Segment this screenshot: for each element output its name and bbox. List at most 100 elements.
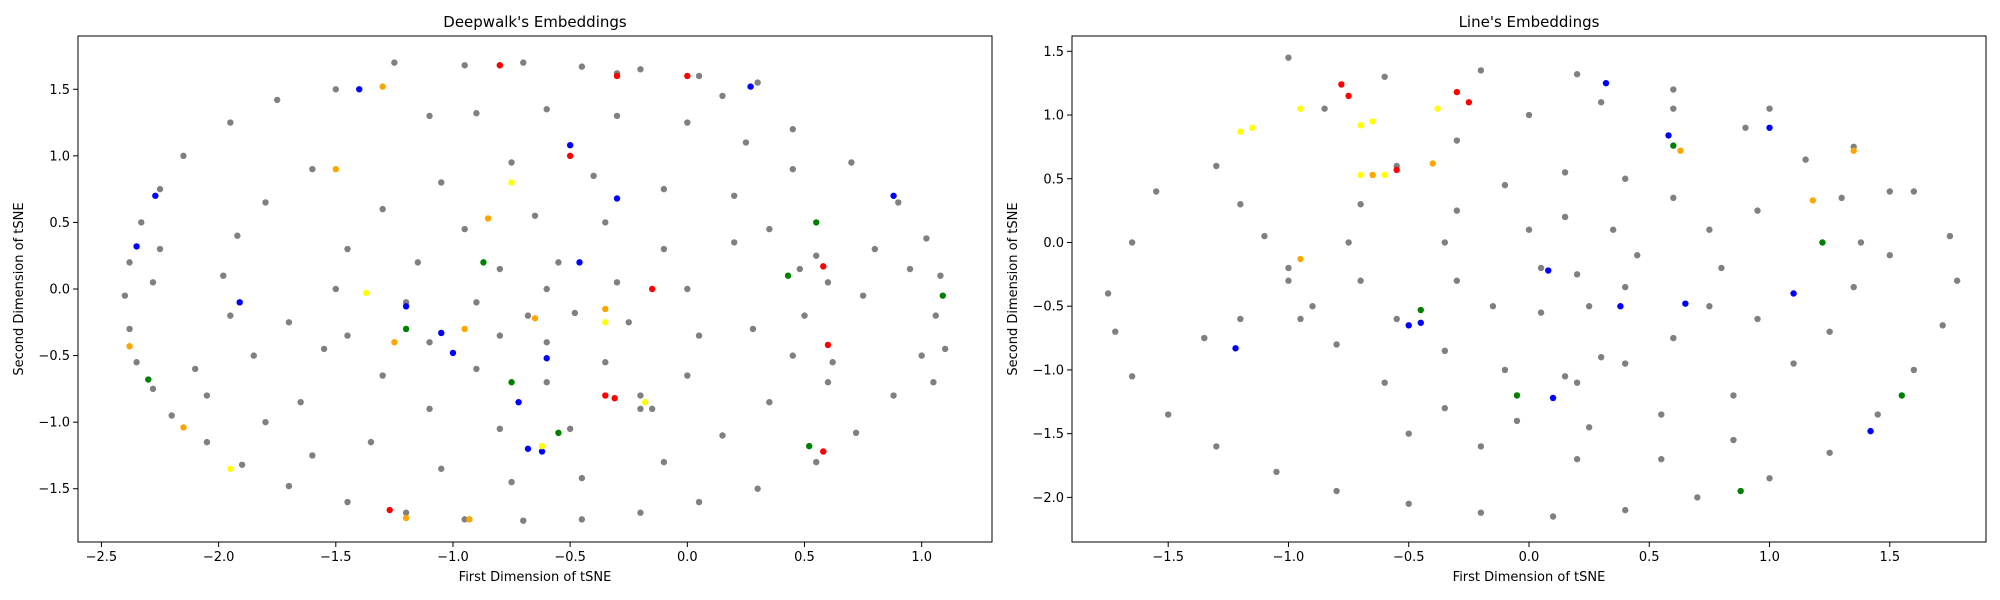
x-axis-label: First Dimension of tSNE <box>459 570 612 585</box>
data-point-gray <box>543 379 550 386</box>
data-point-gray <box>1790 360 1797 367</box>
data-point-red <box>613 72 621 80</box>
data-point-gray <box>1525 111 1533 119</box>
x-axis-label: First Dimension of tSNE <box>1453 570 1606 585</box>
data-point-blue <box>1665 132 1672 139</box>
data-point-gray <box>1128 239 1136 246</box>
y-tick-label: 0.5 <box>49 216 70 231</box>
data-point-yellow <box>1297 105 1304 112</box>
data-point-gray <box>1128 373 1136 380</box>
data-point-gray <box>625 319 632 326</box>
data-point-gray <box>1273 468 1280 476</box>
data-point-gray <box>379 372 386 379</box>
data-point-gray <box>156 185 164 193</box>
data-point-gray <box>1622 175 1629 182</box>
data-point-gray <box>344 332 351 339</box>
data-point-gray <box>890 392 897 399</box>
data-point-gray <box>1381 379 1388 386</box>
y-axis-label: Second Dimension of tSNE <box>12 202 27 375</box>
data-point-gray <box>1573 71 1581 78</box>
data-point-gray <box>906 265 914 273</box>
data-point-gray <box>367 438 375 446</box>
data-point-gray <box>203 392 211 399</box>
data-point-gray <box>1730 392 1737 399</box>
x-tick-label: −1.0 <box>1273 550 1305 565</box>
chart-deepwalk: −2.5 −2.0 −1.5 −1.0 −0.5 0.0 0.5 1.0 −1.5 −1.0 −0.… <box>12 13 993 585</box>
data-point-gray <box>789 165 796 173</box>
data-point-orange <box>531 315 539 322</box>
data-point-gray <box>719 92 726 100</box>
data-point-gray <box>796 265 804 273</box>
data-point-gray <box>508 478 515 486</box>
data-point-gray <box>684 372 691 379</box>
data-point-orange <box>379 83 386 90</box>
data-point-gray <box>1573 271 1581 278</box>
data-point-blue <box>566 141 574 149</box>
data-point-gray <box>285 319 293 326</box>
data-point-gray <box>543 339 550 346</box>
data-point-green <box>555 429 562 437</box>
data-point-gray <box>1857 239 1865 246</box>
data-point-gray <box>426 339 433 346</box>
data-point-gray <box>414 259 422 266</box>
data-point-gray <box>461 62 468 69</box>
data-point-gray <box>126 325 133 333</box>
data-point-red <box>496 62 504 69</box>
data-point-gray <box>602 359 609 366</box>
data-point-gray <box>852 429 860 437</box>
data-point-gray <box>1261 232 1268 240</box>
data-point-gray <box>1309 303 1316 310</box>
data-point-gray <box>1609 226 1617 233</box>
data-point-green <box>402 325 410 333</box>
data-point-gray <box>1477 67 1485 74</box>
data-point-red <box>824 341 832 349</box>
data-point-red <box>684 72 691 80</box>
data-point-yellow <box>1369 118 1376 125</box>
data-point-blue <box>402 303 410 310</box>
data-point-gray <box>1658 411 1665 418</box>
data-point-red <box>1453 88 1461 96</box>
data-point-gray <box>138 219 145 226</box>
data-point-gray <box>941 345 949 353</box>
data-point-gray <box>613 112 621 120</box>
data-point-yellow <box>1434 105 1441 112</box>
data-point-gray <box>1333 487 1340 495</box>
data-point-blue <box>1545 267 1552 274</box>
chart-title: Deepwalk's Embeddings <box>443 13 627 31</box>
data-point-gray <box>1321 105 1328 112</box>
x-tick-label: 0.0 <box>1519 550 1540 565</box>
data-point-gray <box>426 112 433 120</box>
data-point-blue <box>515 398 522 406</box>
data-point-gray <box>1213 162 1220 170</box>
data-point-gray <box>238 461 246 468</box>
data-point-gray <box>1622 360 1629 367</box>
data-point-gray <box>1706 303 1713 310</box>
data-point-gray <box>590 172 597 180</box>
data-point-blue <box>524 445 532 452</box>
data-point-yellow <box>1357 122 1364 129</box>
data-point-gray <box>1441 239 1449 246</box>
data-point-gray <box>829 359 836 366</box>
data-point-gray <box>461 516 468 523</box>
data-point-gray <box>227 119 234 126</box>
data-point-gray <box>234 232 241 239</box>
data-point-green <box>508 379 515 386</box>
data-point-gray <box>391 59 398 66</box>
data-point-blue <box>543 355 550 362</box>
data-point-gray <box>555 259 562 266</box>
y-tick-label: −1.5 <box>1032 427 1064 442</box>
data-point-gray <box>824 279 832 286</box>
data-point-green <box>1670 142 1677 149</box>
data-point-yellow <box>1237 128 1244 135</box>
data-point-gray <box>1513 417 1521 425</box>
data-point-gray <box>766 225 773 233</box>
data-point-red <box>602 392 609 399</box>
data-point-gray <box>613 279 621 286</box>
data-point-gray <box>1285 54 1292 61</box>
data-point-gray <box>274 96 281 104</box>
data-point-gray <box>1213 443 1220 450</box>
x-tick-label: −1.0 <box>437 550 469 565</box>
data-point-gray <box>695 72 703 80</box>
data-point-gray <box>285 482 293 490</box>
plot-area <box>1071 35 1987 543</box>
